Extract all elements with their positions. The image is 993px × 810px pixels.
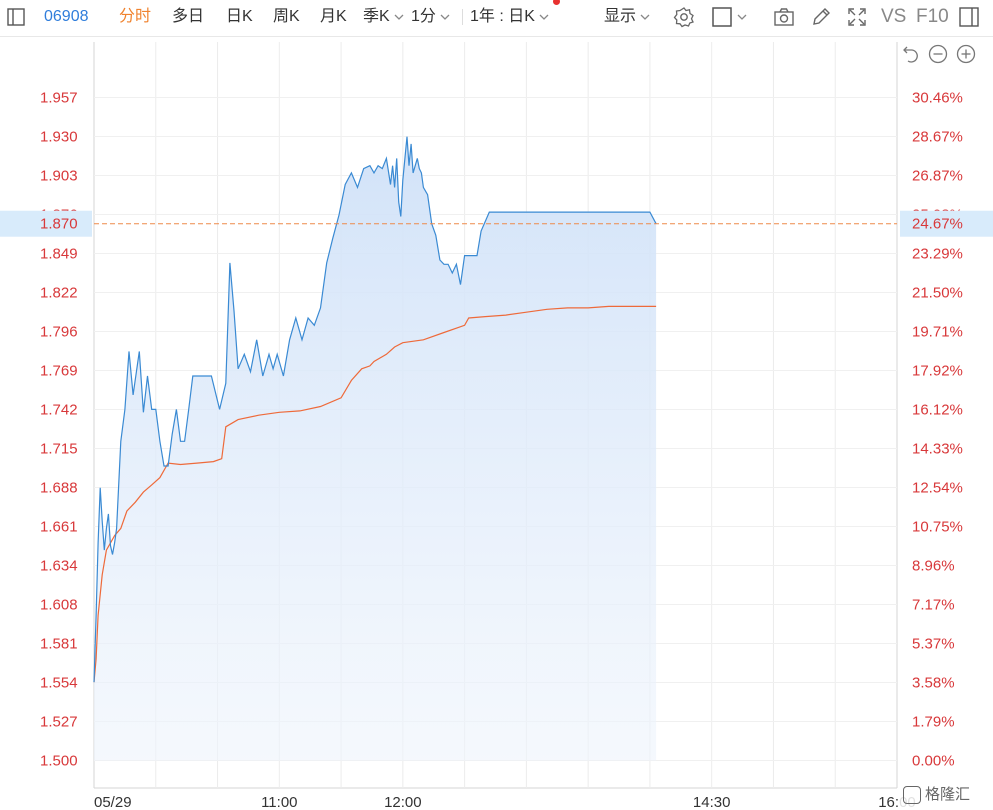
pct-tick-label: 12.54% xyxy=(912,480,963,497)
average-price-line xyxy=(93,305,657,683)
y-tick-label: 1.634 xyxy=(40,558,78,575)
y-tick-label: 1.742 xyxy=(40,402,78,419)
y-tick-label: 1.661 xyxy=(40,519,78,536)
y-tick-label: 1.769 xyxy=(40,363,78,380)
pct-tick-label: 0.00% xyxy=(912,753,955,770)
y-tick-label: 1.715 xyxy=(40,441,78,458)
x-tick-label: 14:30 xyxy=(693,794,731,810)
vs-button[interactable]: VS xyxy=(881,6,907,27)
zoom-in-icon[interactable] xyxy=(956,44,976,64)
y-tick-label: 1.688 xyxy=(40,480,78,497)
pct-tick-label: 8.96% xyxy=(912,558,955,575)
pct-tick-label: 28.67% xyxy=(912,129,963,146)
tab-intraday[interactable]: 分时 xyxy=(119,8,152,25)
pct-tick-label: 17.92% xyxy=(912,363,963,380)
pct-tick-label: 21.50% xyxy=(912,285,963,302)
y-tick-label: 1.930 xyxy=(40,129,78,146)
chevron-down-icon xyxy=(539,14,549,20)
y-tick-label: 1.608 xyxy=(40,597,78,614)
pct-tick-label: 19.71% xyxy=(912,324,963,341)
chevron-down-icon xyxy=(440,14,450,20)
chevron-down-icon xyxy=(394,14,404,20)
tab-daily-k[interactable]: 日K xyxy=(226,8,253,25)
display-select[interactable]: 显示 xyxy=(604,5,652,29)
tab-quarterly-k[interactable]: 季K xyxy=(363,5,406,29)
pct-tick-label: 7.17% xyxy=(912,597,955,614)
stock-code: 06908 xyxy=(44,8,89,25)
display-select-label: 显示 xyxy=(604,8,637,25)
chart-toolbar: 06908 分时 多日 日K 周K 月K 季K 1分 1年 : 日K 显示 VS… xyxy=(0,0,993,37)
period-select[interactable]: 1分 xyxy=(411,5,452,29)
right-axis-labels: 0.00% 1.79% 3.58% 5.37% 7.17% 8.96% 10.75% 12.5… xyxy=(912,90,963,770)
pen-icon[interactable] xyxy=(809,5,833,29)
price-area-fill xyxy=(94,136,657,761)
watermark-text: 格隆汇 xyxy=(925,786,971,803)
y-tick-label: 1.822 xyxy=(40,285,78,302)
gear-icon[interactable] xyxy=(672,5,696,29)
pct-tick-label: 23.29% xyxy=(912,246,963,263)
watermark-logo-icon xyxy=(903,786,921,805)
fullscreen-icon[interactable] xyxy=(845,5,869,29)
x-tick-label: 11:00 xyxy=(261,794,297,810)
y-tick-label: 1.849 xyxy=(40,246,78,263)
current-pct-box xyxy=(900,210,993,237)
f10-button[interactable]: F10 xyxy=(916,6,949,27)
current-price-box xyxy=(0,210,92,237)
pct-tick-label: 14.33% xyxy=(912,441,963,458)
tab-quarterly-k-label: 季K xyxy=(363,8,390,25)
y-tick-label: 1.554 xyxy=(40,675,78,692)
current-pct-label: 24.67% xyxy=(912,216,963,233)
y-tick-label: 1.581 xyxy=(40,636,78,653)
pct-tick-label: 3.58% xyxy=(912,675,955,692)
y-tick-label: 1.957 xyxy=(40,90,78,107)
price-line xyxy=(93,136,657,683)
x-axis-labels: 05/29 11:00 12:00 14:30 16:00 xyxy=(94,794,916,810)
chevron-down-icon xyxy=(640,14,650,20)
chart-controls xyxy=(903,44,976,64)
range-select-label: 1年 : 日K xyxy=(470,8,535,25)
tab-weekly-k[interactable]: 周K xyxy=(273,8,300,25)
price-chart: 1.500 1.527 1.554 1.581 1.608 1.634 1.661 1.688… xyxy=(0,42,993,810)
pct-tick-label: 26.87% xyxy=(912,168,963,185)
sidebar-toggle-icon[interactable] xyxy=(4,5,28,29)
watermark: 格隆汇 xyxy=(899,782,989,808)
pct-tick-label: 30.46% xyxy=(912,90,963,107)
y-tick-label: 1.500 xyxy=(40,753,78,770)
pct-tick-label: 1.79% xyxy=(912,714,955,731)
current-price-label: 1.870 xyxy=(40,216,78,233)
pct-tick-label: 10.75% xyxy=(912,519,963,536)
x-tick-label: 12:00 xyxy=(384,794,422,810)
left-axis-labels: 1.500 1.527 1.554 1.581 1.608 1.634 1.661 1.688… xyxy=(40,90,78,770)
range-select[interactable]: 1年 : 日K xyxy=(470,5,551,29)
y-tick-label: 1.796 xyxy=(40,324,78,341)
x-tick-label: 05/29 xyxy=(94,794,132,810)
square-checkbox-icon[interactable] xyxy=(712,5,752,29)
y-tick-label: 1.527 xyxy=(40,714,78,731)
camera-icon[interactable] xyxy=(772,5,796,29)
pct-tick-label: 5.37% xyxy=(912,636,955,653)
notification-dot xyxy=(553,0,560,5)
period-select-label: 1分 xyxy=(411,8,436,25)
undo-icon[interactable] xyxy=(903,46,918,63)
tab-multi-day[interactable]: 多日 xyxy=(172,8,205,25)
toolbar-divider xyxy=(462,9,463,25)
panel-icon[interactable] xyxy=(957,5,981,29)
pct-tick-label: 16.12% xyxy=(912,402,963,419)
tab-monthly-k[interactable]: 月K xyxy=(320,8,347,25)
zoom-out-icon[interactable] xyxy=(928,44,948,64)
y-tick-label: 1.903 xyxy=(40,168,78,185)
